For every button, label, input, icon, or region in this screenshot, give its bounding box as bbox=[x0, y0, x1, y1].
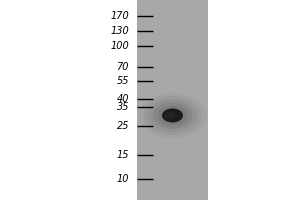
Text: 35: 35 bbox=[116, 102, 129, 112]
Bar bbox=[208, 0, 300, 200]
Text: 170: 170 bbox=[110, 11, 129, 21]
Text: 130: 130 bbox=[110, 26, 129, 36]
Bar bbox=[136, 0, 208, 200]
Text: 55: 55 bbox=[116, 76, 129, 86]
Ellipse shape bbox=[153, 102, 193, 129]
Text: 15: 15 bbox=[116, 150, 129, 160]
Text: 10: 10 bbox=[116, 174, 129, 184]
Bar bbox=[0, 0, 136, 200]
Ellipse shape bbox=[162, 108, 183, 122]
Text: 100: 100 bbox=[110, 41, 129, 51]
Ellipse shape bbox=[164, 112, 176, 119]
Ellipse shape bbox=[148, 99, 197, 132]
Ellipse shape bbox=[162, 108, 183, 122]
Text: 70: 70 bbox=[116, 62, 129, 72]
Text: 40: 40 bbox=[116, 94, 129, 104]
Text: 25: 25 bbox=[116, 121, 129, 131]
Ellipse shape bbox=[143, 96, 202, 135]
Ellipse shape bbox=[157, 105, 188, 126]
